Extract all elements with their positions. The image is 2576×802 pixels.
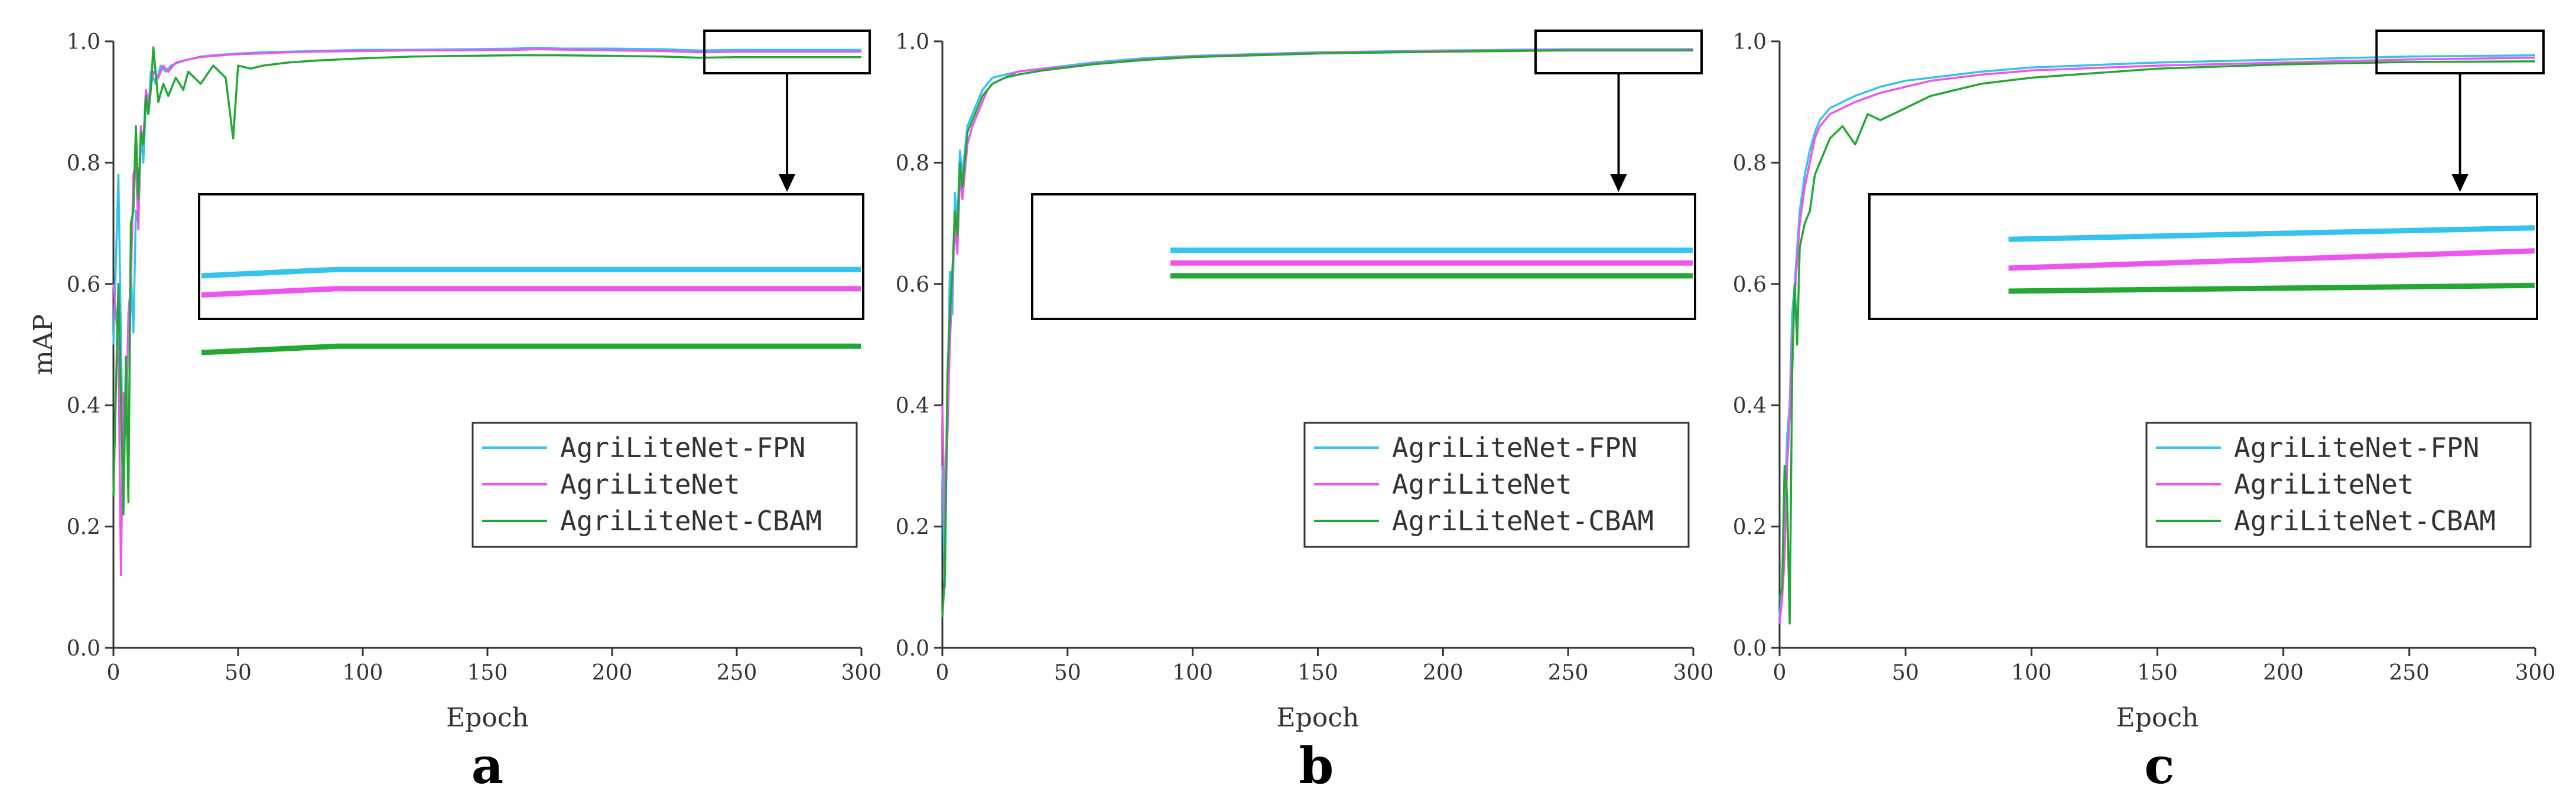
zoom-region-box xyxy=(2375,30,2545,74)
legend-label: AgriLiteNet-FPN xyxy=(560,432,805,464)
y-tick-label: 0.6 xyxy=(896,273,929,297)
x-tick-label: 200 xyxy=(2263,661,2304,685)
legend-label: AgriLiteNet-FPN xyxy=(2234,432,2479,464)
x-tick-label: 200 xyxy=(1423,661,1463,685)
legend: AgriLiteNet-FPN AgriLiteNet AgriLiteNet-CB… xyxy=(471,422,858,548)
x-tick-label: 0 xyxy=(936,661,949,685)
inset-series-line-1 xyxy=(201,286,861,298)
y-tick-label: 0.2 xyxy=(1733,516,1767,540)
y-tick-label: 1.0 xyxy=(896,30,929,54)
x-tick-label: 50 xyxy=(1054,661,1081,685)
inset-series-line-2 xyxy=(201,343,861,356)
x-tick-label: 150 xyxy=(1297,661,1338,685)
x-tick-label: 250 xyxy=(1548,661,1589,685)
chart-panel-a: 0 50 100 150 200 250 300 0.0 0.2 0.4 0.6 0.8 1.0 Epoc… xyxy=(28,30,882,795)
x-tick-label: 50 xyxy=(1892,661,1919,685)
zoom-inset-box xyxy=(198,193,864,320)
panel-letter: c xyxy=(2144,736,2174,795)
x-axis-title: Epoch xyxy=(446,703,529,733)
y-tick-label: 0.2 xyxy=(67,516,100,540)
panel-letter: b xyxy=(1299,736,1334,795)
x-tick-label: 150 xyxy=(2137,661,2178,685)
y-axis-title: mAP xyxy=(28,314,58,375)
legend-label: AgriLiteNet-CBAM xyxy=(2234,505,2496,537)
legend: AgriLiteNet-FPN AgriLiteNet AgriLiteNet-CB… xyxy=(2145,422,2532,548)
y-tick-label: 0.0 xyxy=(896,637,929,661)
x-axis-title: Epoch xyxy=(1277,703,1359,733)
legend-label: AgriLiteNet xyxy=(560,468,740,500)
chart-panel-c: 0 50 100 150 200 250 300 0.0 0.2 0.4 0.6 0.8 1.0 Epoc… xyxy=(1733,30,2556,795)
series-line-2 xyxy=(112,46,861,516)
series-line-1 xyxy=(1778,56,2536,624)
y-tick-label: 0.4 xyxy=(1733,394,1767,418)
x-tick-label: 50 xyxy=(225,661,252,685)
x-tick-label: 0 xyxy=(1773,661,1787,685)
y-tick-label: 0.6 xyxy=(67,273,100,297)
legend-label: AgriLiteNet xyxy=(1392,468,1572,500)
series-line-2 xyxy=(941,49,1693,618)
chart-panel-b: 0 50 100 150 200 250 300 0.0 0.2 0.4 0.6 0.8 1.0 Epoc… xyxy=(896,30,1714,795)
x-tick-label: 250 xyxy=(2389,661,2429,685)
x-tick-label: 200 xyxy=(592,661,633,685)
y-tick-label: 0.8 xyxy=(896,151,929,175)
x-tick-label: 100 xyxy=(343,661,383,685)
x-tick-label: 150 xyxy=(467,661,508,685)
x-axis-title: Epoch xyxy=(2116,703,2199,733)
x-tick-label: 100 xyxy=(2011,661,2052,685)
zoom-arrow-head xyxy=(2451,174,2468,192)
inset-series-line-0 xyxy=(2008,225,2535,242)
y-tick-label: 0.0 xyxy=(67,637,100,661)
zoom-region-box xyxy=(1534,30,1703,74)
inset-series-line-0 xyxy=(201,266,861,279)
zoom-arrow-head xyxy=(779,174,796,192)
y-tick-label: 0.4 xyxy=(67,394,100,418)
legend-label: AgriLiteNet xyxy=(2234,468,2414,500)
y-tick-label: 1.0 xyxy=(1733,30,1767,54)
inset-series-line-2 xyxy=(2008,282,2535,294)
y-tick-label: 0.6 xyxy=(1733,273,1767,297)
x-tick-label: 250 xyxy=(717,661,757,685)
y-tick-label: 0.2 xyxy=(896,516,929,540)
series-line-2 xyxy=(1778,60,2536,625)
legend: AgriLiteNet-FPN AgriLiteNet AgriLiteNet-CB… xyxy=(1303,422,1690,548)
legend-label: AgriLiteNet-FPN xyxy=(1392,432,1637,464)
y-tick-label: 0.0 xyxy=(1733,637,1767,661)
y-tick-label: 0.8 xyxy=(67,151,100,175)
x-tick-label: 300 xyxy=(841,661,882,685)
inset-series-line-1 xyxy=(2008,248,2535,271)
x-tick-label: 300 xyxy=(2515,661,2556,685)
panel-letter: a xyxy=(471,736,503,795)
y-tick-label: 0.4 xyxy=(896,394,929,418)
y-tick-label: 1.0 xyxy=(67,30,100,54)
legend-label: AgriLiteNet-CBAM xyxy=(1392,505,1654,537)
x-tick-label: 0 xyxy=(107,661,121,685)
zoom-arrow-head xyxy=(1610,174,1627,192)
legend-label: AgriLiteNet-CBAM xyxy=(560,505,822,537)
y-tick-label: 0.8 xyxy=(1733,151,1767,175)
zoom-inset-box xyxy=(1031,193,1696,320)
x-tick-label: 300 xyxy=(1673,661,1714,685)
x-tick-label: 100 xyxy=(1172,661,1213,685)
